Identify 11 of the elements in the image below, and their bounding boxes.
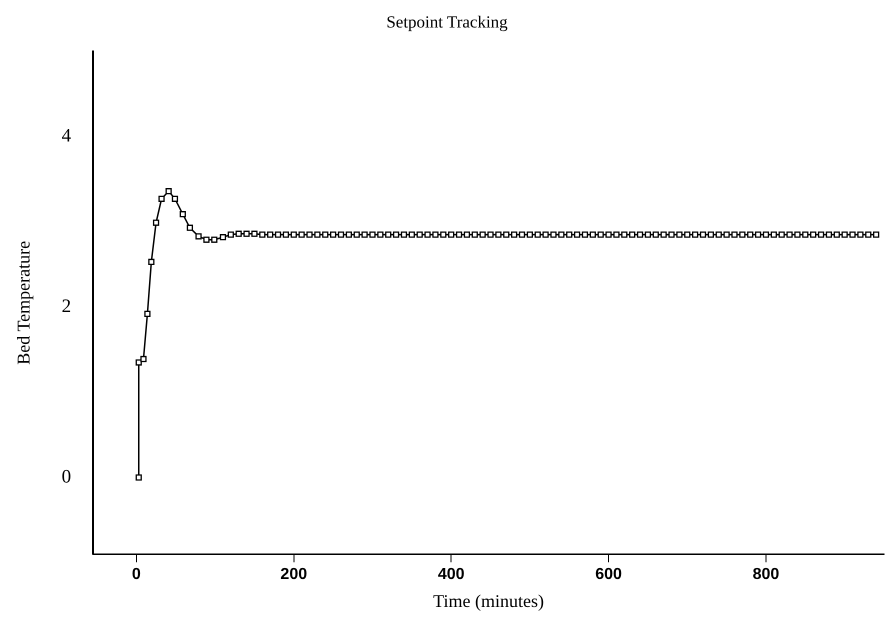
x-tick-label: 600 (595, 566, 622, 584)
x-axis-title: Time (minutes) (433, 590, 544, 611)
y-tick-label: 4 (62, 126, 72, 147)
x-tick-label: 0 (132, 566, 141, 584)
x-tick-label: 200 (280, 566, 308, 584)
y-tick-label: 2 (62, 296, 72, 318)
x-tick-label: 400 (438, 566, 465, 584)
chart-title: Setpoint Tracking (386, 12, 508, 32)
x-tick-label: 800 (752, 566, 780, 584)
y-tick-label: 0 (62, 466, 72, 488)
y-axis-title: Bed Temperature (14, 240, 34, 365)
